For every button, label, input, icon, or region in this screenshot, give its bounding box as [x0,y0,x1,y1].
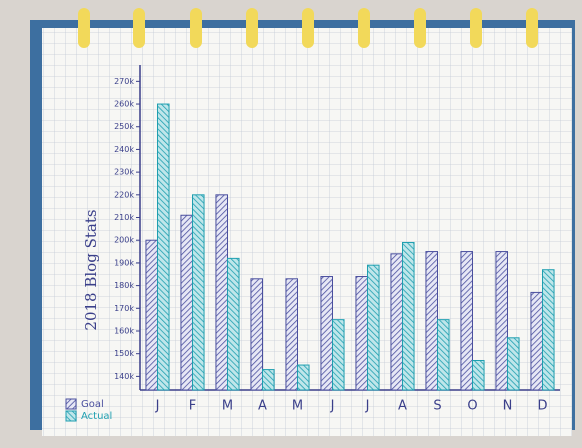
chart-title: 2018 Blog Stats [82,209,100,330]
bar [180,214,193,391]
legend-swatch [65,410,77,422]
x-tick-label: J [365,399,370,414]
legend-label: Actual [81,411,112,422]
y-tick-label: 240k [114,145,134,154]
bar [227,257,240,391]
bar [530,291,544,391]
x-tick-label: A [398,399,407,414]
bar [285,278,299,391]
x-tick-label: J [330,399,335,414]
y-tick-label: 150k [114,349,134,358]
bar [542,269,555,391]
rings [78,8,538,48]
x-tick-label: M [292,399,303,414]
y-tick-label: 180k [114,281,134,290]
x-tick-label: F [189,399,196,414]
y-tick-label: 190k [114,258,134,267]
x-tick-label: D [537,399,547,414]
bar [402,241,415,391]
y-tick-label: 230k [114,168,134,177]
y-tick-label: 170k [114,304,134,313]
y-tick-label: 260k [114,100,134,109]
bar [367,264,380,391]
legend-swatch [65,398,77,410]
bar [320,276,334,391]
y-tick-label: 140k [114,372,134,381]
x-tick-label: A [258,399,267,414]
bar [215,194,228,391]
y-tick-label: 270k [114,77,134,86]
bar [390,253,404,391]
x-tick-label: S [433,399,441,414]
bar [425,251,439,391]
y-tick-label: 210k [114,213,134,222]
bar [192,194,205,391]
bar [262,369,275,391]
bar [157,103,170,391]
y-tick-label: 160k [114,326,134,335]
bar [437,319,450,391]
bar [507,337,520,391]
x-tick-label: N [503,399,513,414]
bar [472,359,485,391]
bar [332,319,345,391]
y-tick-label: 200k [114,236,134,245]
x-tick-label: M [222,399,233,414]
legend-label: Goal [81,399,104,410]
bar [355,276,369,391]
bar [250,278,263,391]
bar [297,364,310,391]
y-tick-label: 220k [114,190,134,199]
x-tick-label: J [155,399,160,414]
x-tick-label: O [467,399,477,414]
y-tick-label: 250k [114,122,134,131]
bar [495,251,509,391]
bar [145,239,158,391]
bar [460,251,474,391]
